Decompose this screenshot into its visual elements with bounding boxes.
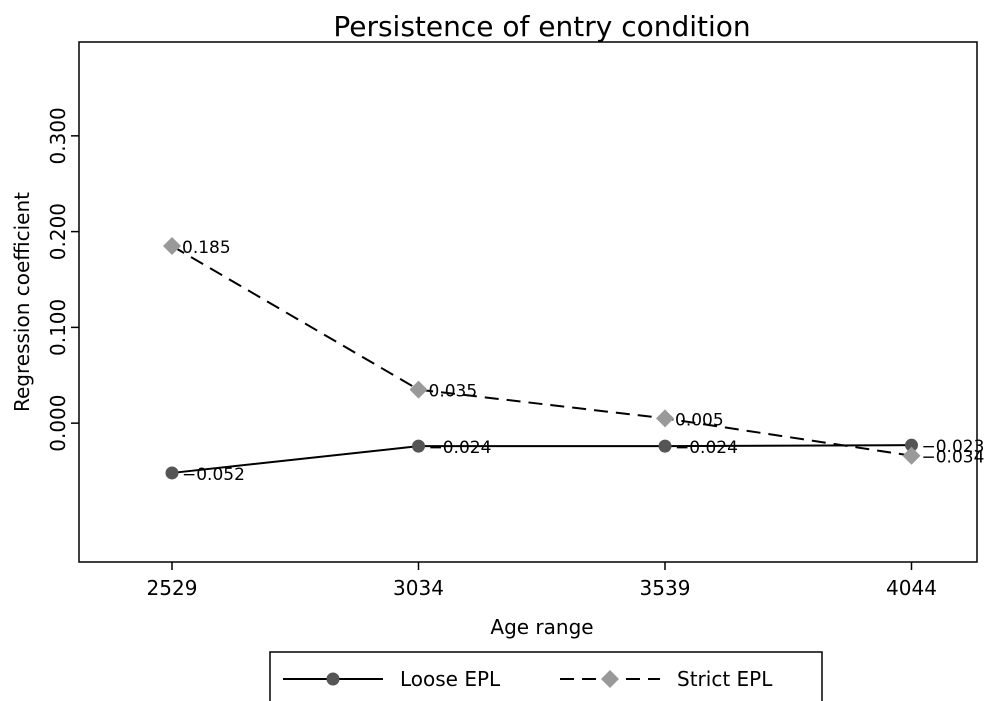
legend-marker	[601, 670, 619, 688]
series-line	[171, 245, 912, 457]
legend-marker	[326, 672, 340, 686]
plot-frame	[78, 41, 978, 563]
legend-label: Strict EPL	[677, 667, 773, 691]
y-tick-label: 0.200	[46, 203, 70, 260]
point	[905, 438, 918, 452]
y-tick-label: 0.300	[46, 107, 70, 164]
legend-label: Loose EPL	[400, 667, 501, 691]
chart-title: Persistence of entry condition	[333, 10, 750, 43]
x-tick-label: 3034	[393, 576, 444, 600]
point	[409, 380, 428, 399]
data-label: −0.024	[429, 438, 492, 458]
x-tick-label: 3539	[640, 576, 691, 600]
x-tick-label: 4044	[886, 576, 937, 600]
series-line	[171, 444, 912, 474]
data-label: 0.035	[429, 382, 478, 402]
point	[163, 236, 181, 255]
y-tick-label: 0.000	[46, 395, 70, 452]
data-label: 0.005	[675, 410, 724, 430]
y-axis-label: Regression coefficient	[10, 192, 34, 412]
point	[902, 446, 921, 465]
data-label: −0.024	[675, 438, 738, 458]
point	[656, 409, 674, 428]
data-label: −0.023	[922, 437, 985, 457]
y-tick-label: 0.100	[46, 299, 70, 356]
data-label: −0.052	[182, 465, 245, 485]
point	[658, 439, 672, 453]
point	[165, 466, 179, 480]
data-label: 0.185	[182, 238, 231, 258]
x-tick-label: 2529	[147, 576, 198, 600]
legend-box	[269, 651, 823, 701]
point	[412, 439, 425, 453]
data-label: −0.034	[922, 448, 985, 468]
x-axis-label: Age range	[490, 615, 593, 639]
